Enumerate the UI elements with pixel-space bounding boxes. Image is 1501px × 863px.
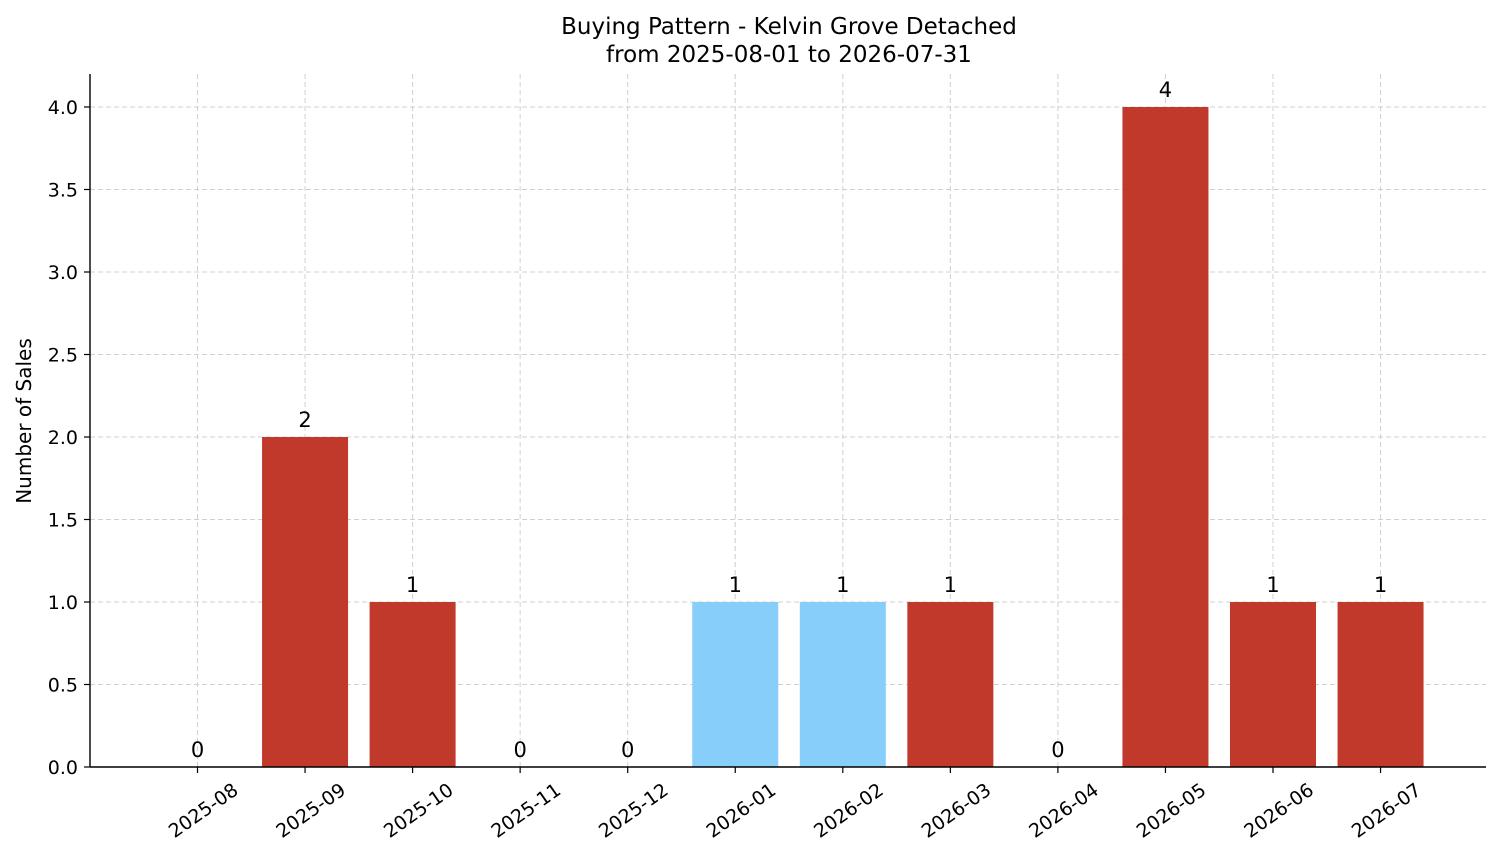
- bar-2026-02: [799, 602, 886, 767]
- data-label-2026-02: 1: [836, 573, 849, 597]
- bar-2026-01: [692, 602, 779, 767]
- data-label-2026-04: 0: [1051, 738, 1064, 762]
- y-tick-label: 3.5: [48, 180, 78, 202]
- x-tick-label: 2025-12: [595, 779, 673, 843]
- x-tick-label: 2025-10: [380, 779, 458, 843]
- data-labels: 0 2 1 0 0 1 1 1 0 4 1 1: [191, 78, 1387, 762]
- y-tick-label: 0.5: [48, 675, 78, 697]
- x-tick-label: 2026-02: [810, 779, 888, 843]
- bar-2025-09: [262, 437, 349, 767]
- x-tick-label: 2025-11: [487, 779, 565, 843]
- chart-subtitle: from 2025-08-01 to 2026-07-31: [606, 42, 972, 68]
- bar-2026-06: [1230, 602, 1316, 767]
- y-tick-label: 2.0: [48, 427, 78, 449]
- bars: [262, 107, 1424, 767]
- x-tick-label: 2026-03: [918, 779, 996, 843]
- x-tick-label: 2025-09: [272, 779, 350, 843]
- y-tick-label: 3.0: [48, 262, 78, 284]
- grid-lines: [90, 74, 1486, 768]
- bar-2025-10: [369, 602, 456, 767]
- data-label-2026-07: 1: [1374, 573, 1387, 597]
- bar-2026-05: [1122, 107, 1209, 767]
- y-tick-label: 1.0: [48, 592, 78, 614]
- x-tick-label: 2026-05: [1133, 779, 1211, 843]
- x-tick-label: 2026-06: [1240, 779, 1318, 843]
- y-tick-label: 1.5: [48, 510, 78, 532]
- data-label-2026-05: 4: [1159, 78, 1172, 102]
- data-label-2025-09: 2: [298, 408, 311, 432]
- data-label-2025-08: 0: [191, 738, 204, 762]
- bar-2026-03: [907, 602, 994, 767]
- y-axis-label: Number of Sales: [12, 338, 36, 504]
- data-label-2025-11: 0: [513, 738, 526, 762]
- y-tick-label: 2.5: [48, 345, 78, 367]
- data-label-2026-03: 1: [944, 573, 957, 597]
- y-tick-label: 4.0: [48, 97, 78, 119]
- x-tick-label: 2026-01: [702, 779, 780, 843]
- data-label-2026-06: 1: [1266, 573, 1279, 597]
- x-tick-label: 2025-08: [165, 779, 243, 843]
- data-label-2025-10: 1: [406, 573, 419, 597]
- y-tick-label: 0.0: [48, 757, 78, 779]
- bar-2026-07: [1337, 602, 1424, 767]
- x-tick-label: 2026-07: [1348, 779, 1426, 843]
- chart-title: Buying Pattern - Kelvin Grove Detached: [561, 14, 1017, 40]
- x-tick-label: 2026-04: [1025, 779, 1103, 843]
- data-label-2026-01: 1: [729, 573, 742, 597]
- data-label-2025-12: 0: [621, 738, 634, 762]
